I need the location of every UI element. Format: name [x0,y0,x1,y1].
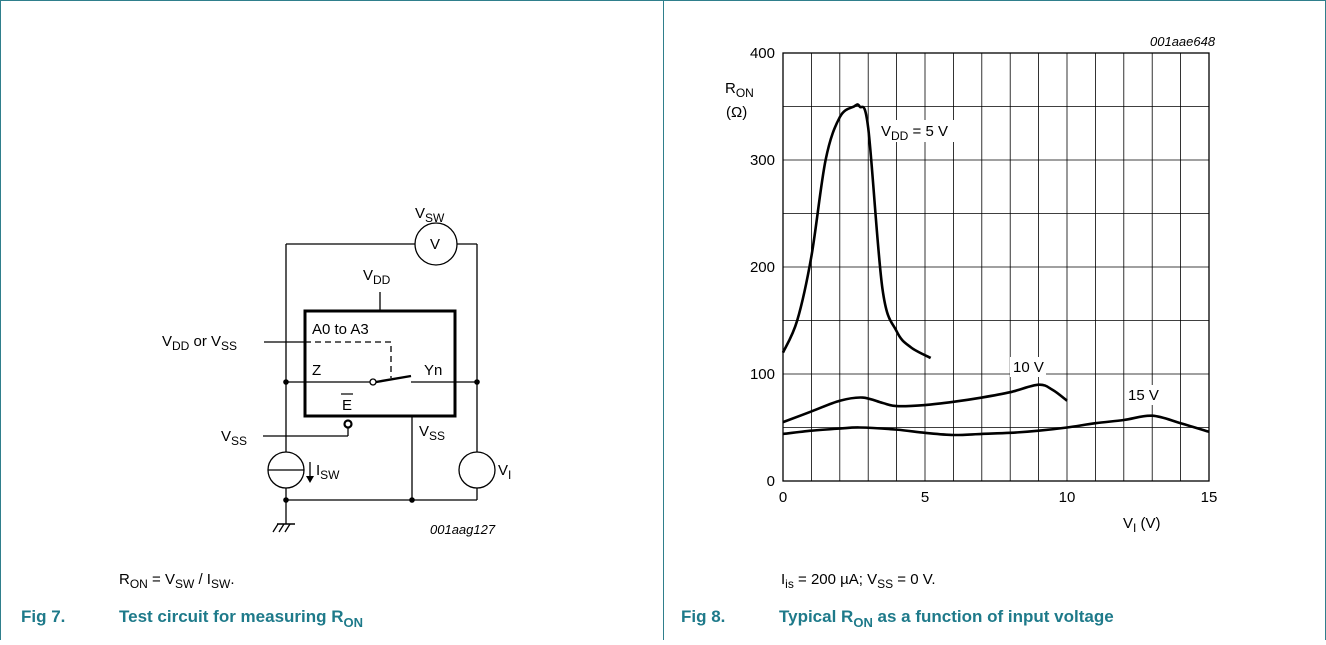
junction-dot [474,379,480,385]
y-axis-label: RON [725,80,754,100]
isw-arrow-head [306,476,314,483]
junction-dot [283,379,289,385]
label-bg-10v [1010,357,1046,377]
y-tick-label: 400 [750,45,775,62]
chart-ticks: 0 5 10 15 0 100 200 300 400 [750,45,1217,506]
fig7-circuit: VSW V VDD A0 to A3 VDD or VSS Z Yn E VSS… [21,205,511,630]
fig8-number: Fig 8. [681,607,725,626]
vdd-or-vss-label: VDD or VSS [162,333,237,353]
plot-frame [782,52,1210,482]
x-tick-label: 10 [1059,489,1076,506]
yn-label: Yn [424,362,442,379]
enable-label: E [342,397,352,414]
enable-pin [343,419,353,429]
series-line-1 [781,103,932,360]
y-tick-label: 300 [750,152,775,169]
x-axis-label: VI (V) [1123,515,1161,535]
fig8-chart: 0 5 10 15 0 100 200 300 400 001aae648 RON (Ω) VI… [681,34,1217,630]
vi-label: VI [498,462,511,482]
ground-hatch-1 [272,523,279,533]
fig7-panel: VSW V VDD A0 to A3 VDD or VSS Z Yn E VSS… [0,0,664,640]
junction-dot [409,497,415,503]
series-label-15v: 15 V [1128,387,1159,404]
z-label: Z [312,362,321,379]
fig7-code: 001aag127 [430,522,496,537]
fig7-number: Fig 7. [21,607,65,626]
y-axis-unit: (Ω) [726,104,747,121]
x-tick-label: 15 [1201,489,1218,506]
ctrl-label: A0 to A3 [312,321,369,338]
y-tick-label: 100 [750,366,775,383]
y-tick-label: 0 [767,473,775,490]
series-label-10v: 10 V [1013,359,1044,376]
voltmeter-label: V [430,236,440,253]
vss-left-label: VSS [221,428,247,448]
series-label-5v: VDD = 5 V [881,123,948,143]
ground-hatch-2 [278,523,285,533]
switch-blade [375,374,412,384]
switch-pivot [369,378,377,386]
y-tick-label: 200 [750,259,775,276]
voltmeter [414,222,458,266]
junction-dot [283,497,289,503]
vdd-label: VDD [363,267,391,287]
vi-source [458,451,496,489]
x-tick-label: 5 [921,489,929,506]
fig7-title: Test circuit for measuring RON [119,607,363,630]
fig8-conditions: Iis = 200 µA; VSS = 0 V. [781,571,936,591]
vss-right-label: VSS [419,423,445,443]
fig8-title: Typical RON as a function of input volta… [779,607,1114,630]
isw-label: ISW [316,462,340,482]
chart-curves [781,103,1210,437]
fig7-formula: RON = VSW / ISW. [119,571,234,591]
label-bg-15v [1125,385,1161,405]
series-line-3 [782,414,1210,437]
x-tick-label: 0 [779,489,787,506]
fig8-panel: 0 5 10 15 0 100 200 300 400 001aae648 RON (Ω) VI… [663,0,1326,640]
ground-hatch-3 [284,523,291,533]
vsw-label: VSW [415,205,445,225]
fig8-code: 001aae648 [1150,34,1216,49]
series-line-2 [782,383,1068,424]
label-bg-5v [875,120,955,142]
